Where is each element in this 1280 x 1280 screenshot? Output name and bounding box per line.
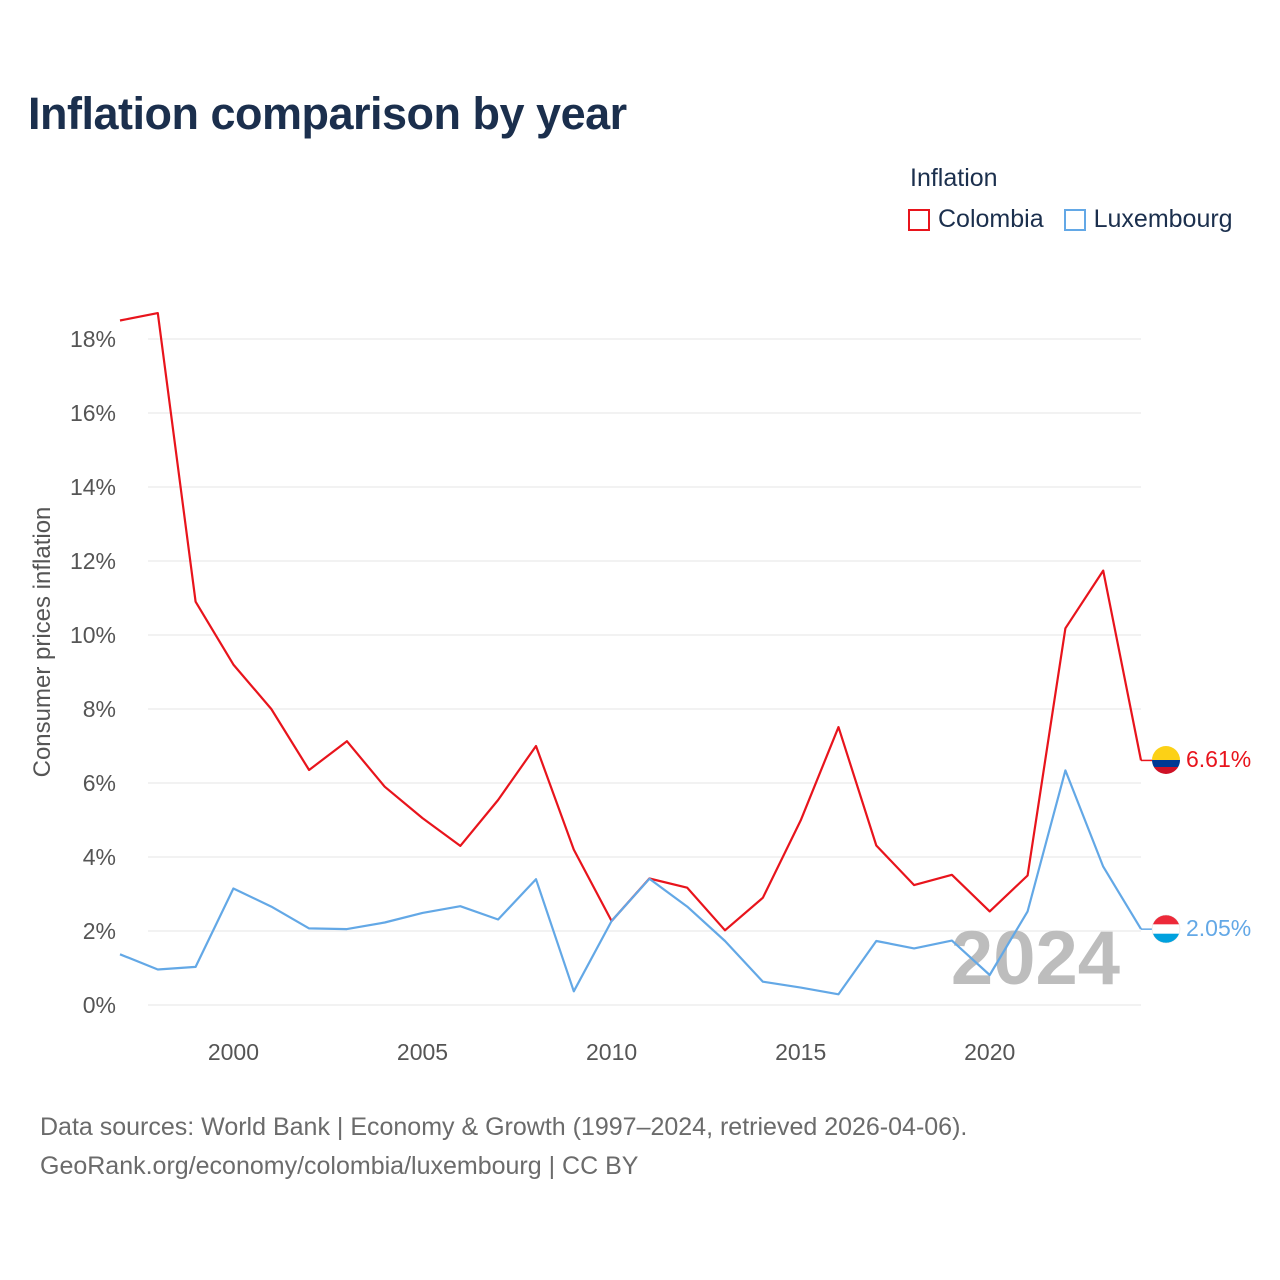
y-tick-label: 0%: [83, 992, 116, 1018]
y-tick-label: 4%: [83, 844, 116, 870]
y-tick-label: 10%: [70, 622, 116, 648]
y-tick-label: 12%: [70, 548, 116, 574]
series-line-luxembourg: [119, 769, 1142, 996]
flag-luxembourg-icon: [1151, 914, 1181, 944]
x-tick-label: 2010: [586, 1039, 637, 1065]
x-tick-label: 2020: [964, 1039, 1015, 1065]
y-tick-label: 2%: [83, 918, 116, 944]
series-lines: [119, 312, 1152, 996]
x-tick-label: 2015: [775, 1039, 826, 1065]
chart-title: Inflation comparison by year: [28, 88, 627, 139]
end-label-colombia: 6.61%: [1186, 746, 1251, 772]
legend-swatch-luxembourg: [1063, 208, 1086, 231]
data-sources: Data sources: World Bank | Economy & Gro…: [40, 1108, 967, 1186]
y-tick-label: 8%: [83, 696, 116, 722]
x-tick-label: 2005: [397, 1039, 448, 1065]
year-watermark: 2024: [951, 916, 1120, 1001]
y-tick-label: 6%: [83, 770, 116, 796]
series-line-colombia: [119, 312, 1143, 932]
end-label-luxembourg: 2.05%: [1186, 915, 1251, 941]
sources-line-2[interactable]: GeoRank.org/economy/colombia/luxembourg …: [40, 1152, 639, 1180]
x-axis-ticks: 2000 2005 2010 2015 2020: [208, 1039, 1015, 1065]
legend-swatch-colombia: [908, 208, 930, 231]
y-tick-label: 14%: [70, 474, 116, 500]
y-axis-ticks: 0% 2% 4% 6% 8% 10% 12% 14% 16% 18%: [70, 326, 116, 1018]
legend-item-colombia[interactable]: Colombia: [908, 205, 1044, 234]
gridlines: [148, 338, 1141, 1006]
sources-line-1: Data sources: World Bank | Economy & Gro…: [40, 1113, 968, 1141]
legend-label-luxembourg: Luxembourg: [1093, 205, 1233, 233]
x-tick-label: 2000: [208, 1039, 259, 1065]
flag-colombia-icon: [1152, 746, 1180, 774]
legend: Colombia Luxembourg: [908, 205, 1233, 234]
legend-title: Inflation: [910, 164, 998, 192]
y-tick-label: 18%: [70, 326, 116, 352]
legend-label-colombia: Colombia: [938, 205, 1044, 233]
y-tick-label: 16%: [70, 400, 116, 426]
legend-item-luxembourg[interactable]: Luxembourg: [1063, 205, 1233, 234]
y-axis-label: Consumer prices inflation: [29, 507, 56, 778]
